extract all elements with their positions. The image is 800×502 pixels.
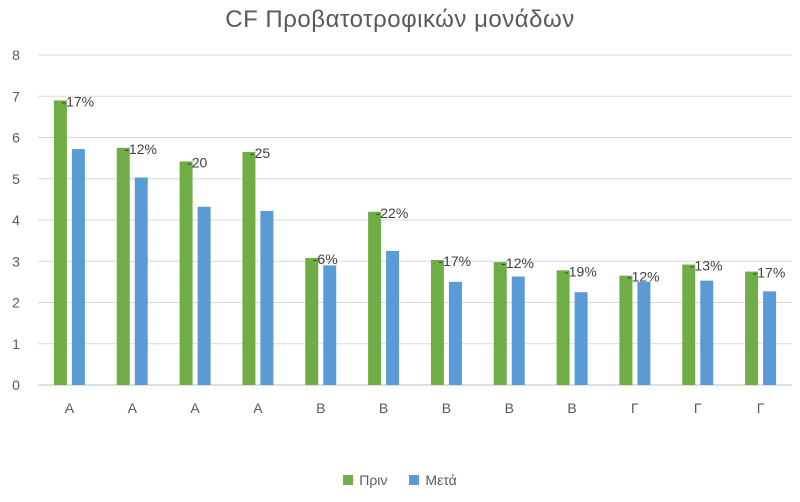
bar-before <box>305 257 319 385</box>
x-tick-label: Γ <box>757 400 765 416</box>
x-tick-label: Γ <box>631 400 639 416</box>
bar-before <box>368 211 382 385</box>
y-tick-label: 5 <box>12 171 20 187</box>
bar-before <box>619 275 633 385</box>
bar-after <box>260 210 274 385</box>
x-tick-label: A <box>253 400 263 416</box>
data-label: -25 <box>250 145 270 161</box>
x-tick-label: B <box>442 400 451 416</box>
bar-after <box>386 250 400 385</box>
bar-after <box>700 280 714 385</box>
x-tick-label: B <box>379 400 388 416</box>
bars <box>53 100 777 385</box>
bar-after <box>763 291 777 385</box>
bar-before <box>493 262 507 385</box>
data-label: -17% <box>438 253 471 269</box>
chart-title: CF Προβατοτροφικών μονάδων <box>225 6 575 33</box>
bar-before <box>682 264 696 385</box>
axes: 0 1 2 3 4 5 6 7 8 A A A A B B B B B Γ Γ Γ <box>12 47 792 416</box>
bar-before <box>745 271 759 385</box>
bar-before <box>430 260 444 385</box>
data-label: -17% <box>61 93 94 109</box>
x-tick-label: B <box>567 400 576 416</box>
data-label: -19% <box>564 263 597 279</box>
legend-item-before[interactable]: Πριν <box>343 472 387 488</box>
bar-after <box>134 177 148 385</box>
legend-swatch-after <box>409 475 420 485</box>
y-tick-label: 2 <box>12 295 20 311</box>
x-tick-label: A <box>65 400 75 416</box>
y-tick-label: 3 <box>12 253 20 269</box>
legend-label-after: Μετά <box>425 472 457 488</box>
data-label: -12% <box>501 255 534 271</box>
data-label: -13% <box>690 258 723 274</box>
y-tick-label: 7 <box>12 88 20 104</box>
data-label: -12% <box>627 269 660 285</box>
y-tick-label: 0 <box>12 377 20 393</box>
bar-before <box>242 151 256 385</box>
x-tick-label: A <box>128 400 138 416</box>
data-label: -6% <box>313 251 338 267</box>
bar-after <box>637 281 651 385</box>
x-tick-label: B <box>505 400 514 416</box>
x-tick-label: Γ <box>694 400 702 416</box>
bar-before <box>53 100 67 385</box>
labels: -17% -12% -20 -25 -6% -22% -17% -12% -19% -12% -13… <box>61 93 785 284</box>
x-tick-label: A <box>190 400 200 416</box>
bar-after <box>71 149 85 385</box>
data-label: -17% <box>753 265 786 281</box>
data-label: -20 <box>187 154 207 170</box>
y-tick-label: 6 <box>12 130 20 146</box>
data-label: -22% <box>376 205 409 221</box>
y-tick-label: 8 <box>12 47 20 63</box>
x-tick-label: B <box>316 400 325 416</box>
bar-before <box>179 161 193 385</box>
data-label: -12% <box>124 141 157 157</box>
legend-item-after[interactable]: Μετά <box>409 472 457 488</box>
legend: Πριν Μετά <box>0 472 800 488</box>
legend-label-before: Πριν <box>359 472 388 488</box>
bar-before <box>556 270 570 385</box>
y-tick-label: 4 <box>12 212 20 228</box>
bar-before <box>116 147 130 385</box>
bar-after <box>574 292 588 385</box>
y-tick-label: 1 <box>12 336 20 352</box>
bar-after <box>448 281 462 385</box>
bar-after <box>511 276 525 385</box>
bar-after <box>197 206 211 385</box>
bar-after <box>323 265 337 385</box>
legend-swatch-before <box>343 475 354 485</box>
gridlines <box>38 54 792 345</box>
